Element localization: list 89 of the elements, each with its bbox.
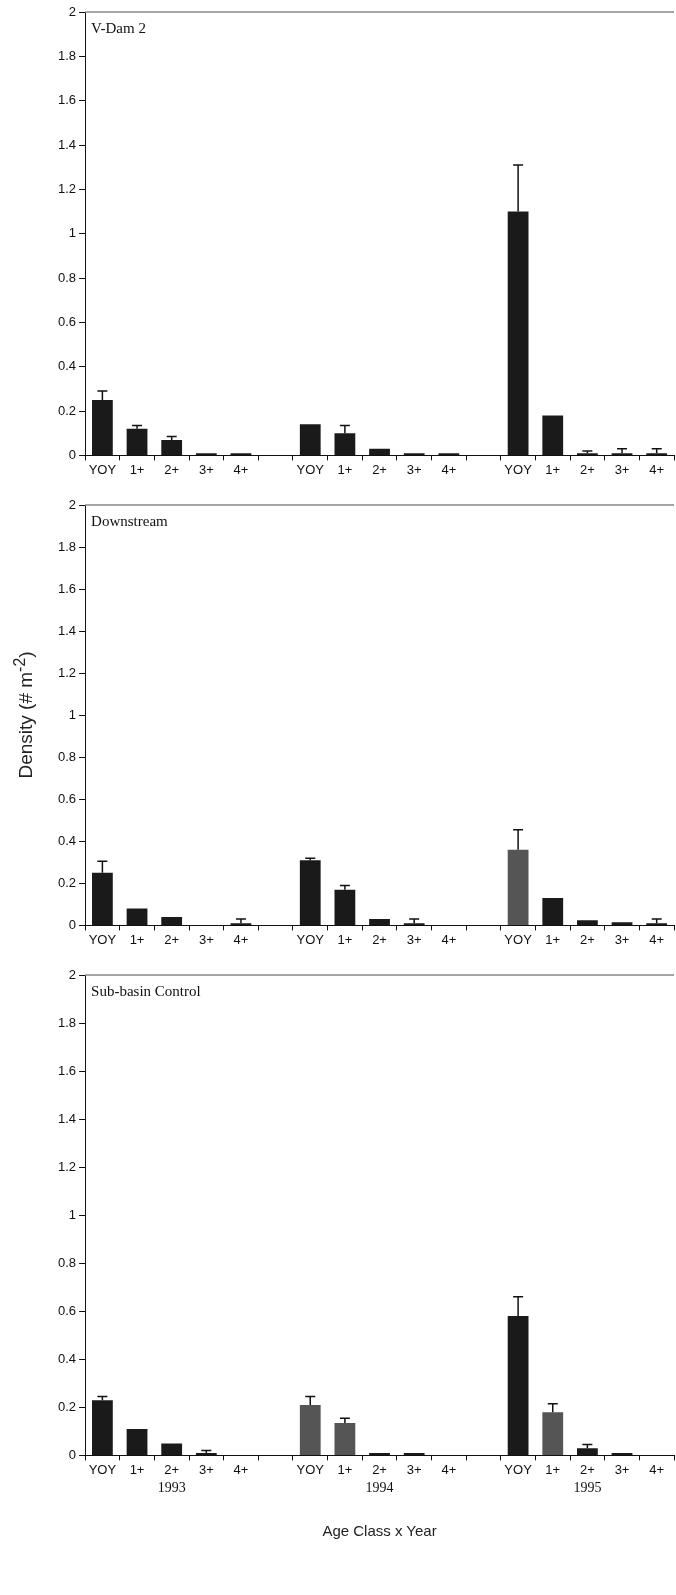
x-tick-label: 2+	[579, 1461, 595, 1477]
x-tick-label: 4+	[233, 461, 249, 477]
y-tick-label: 0.2	[57, 1398, 77, 1414]
x-tick-label: YOY	[296, 461, 325, 477]
x-tick-label: 1+	[129, 1461, 145, 1477]
x-tick-label: 2+	[164, 931, 180, 947]
y-tick-label: 0.8	[57, 269, 77, 285]
x-tick-label: 4+	[233, 1461, 249, 1477]
y-tick-label: 1.2	[57, 180, 77, 196]
x-tick-label: 4+	[649, 931, 665, 947]
x-tick-label: 1+	[129, 931, 145, 947]
y-tick-label: 1	[68, 1206, 77, 1222]
y-tick-label: 0.4	[57, 358, 77, 374]
x-tick-label: 4+	[649, 1461, 665, 1477]
y-tick-label: 1.6	[57, 580, 77, 596]
x-tick-label: 1+	[337, 931, 353, 947]
x-tick-label: 3+	[406, 1461, 422, 1477]
y-tick-label: 0.4	[57, 832, 77, 848]
x-tick-label: 4+	[649, 461, 665, 477]
x-tick-label: YOY	[296, 1461, 325, 1477]
x-tick-label: 1+	[545, 461, 561, 477]
y-tick-label: 0.2	[57, 874, 77, 890]
x-tick-label: YOY	[296, 931, 325, 947]
text: 1994	[365, 1480, 394, 1496]
x-tick-label: 1+	[545, 931, 561, 947]
text: 1993	[157, 1480, 186, 1496]
y-tick-label: 1.8	[57, 1014, 77, 1030]
x-tick-label: 2+	[164, 1461, 180, 1477]
x-tick-label: 4+	[441, 1461, 457, 1477]
y-tick-label: 1.8	[57, 538, 77, 554]
x-tick-label: 2+	[372, 461, 387, 477]
x-tick-label: 4+	[441, 931, 457, 947]
x-tick-label: YOY	[88, 1461, 117, 1477]
x-tick-label: 3+	[614, 461, 630, 477]
bar	[334, 1422, 356, 1455]
y-tick-label: 0.6	[57, 790, 77, 806]
y-tick-label: 2	[68, 3, 77, 19]
x-tick-label: 2+	[579, 931, 595, 947]
y-tick-label: 0.8	[57, 1254, 77, 1270]
x-tick-label: 1+	[129, 461, 145, 477]
x-tick-label: YOY	[504, 931, 533, 947]
bar	[542, 1412, 564, 1455]
x-tick-label: 3+	[406, 461, 422, 477]
x-tick-label: 1+	[337, 1461, 353, 1477]
x-tick-label: 3+	[614, 1461, 630, 1477]
y-tick-label: 0.6	[57, 1302, 77, 1318]
x-axis-title: Age Class x Year	[322, 1522, 437, 1539]
y-tick-label: 0	[68, 916, 77, 932]
x-tick-label: YOY	[504, 1461, 533, 1477]
y-tick-label: 1.6	[57, 1062, 77, 1078]
bar	[507, 849, 529, 925]
y-tick-label: 1.4	[57, 622, 77, 638]
x-tick-label: YOY	[88, 931, 117, 947]
text: V-Dam 2	[91, 20, 146, 37]
x-tick-label: 4+	[441, 461, 457, 477]
y-tick-label: 0	[68, 1446, 77, 1462]
y-tick-label: 1.4	[57, 1110, 77, 1126]
y-tick-label: 0.2	[57, 402, 77, 418]
x-tick-label: 3+	[614, 931, 630, 947]
y-tick-label: 1.8	[57, 47, 77, 63]
y-tick-label: 1.2	[57, 1158, 77, 1174]
text: Downstream	[91, 513, 169, 530]
x-tick-label: 3+	[198, 931, 214, 947]
x-tick-label: 2+	[164, 461, 180, 477]
x-tick-label: 2+	[372, 931, 387, 947]
text: 1995	[573, 1480, 602, 1496]
x-tick-label: 2+	[579, 461, 595, 477]
x-tick-label: 4+	[233, 931, 249, 947]
bar	[299, 1404, 321, 1455]
text: Sub-basin Control	[91, 983, 201, 1000]
y-tick-label: 1.6	[57, 92, 77, 108]
x-tick-label: 3+	[198, 1461, 214, 1477]
y-tick-label: 0.4	[57, 1350, 77, 1366]
x-tick-label: YOY	[504, 461, 533, 477]
x-tick-label: YOY	[88, 461, 117, 477]
x-tick-label: 1+	[545, 1461, 561, 1477]
y-tick-label: 1	[68, 225, 77, 241]
y-tick-label: 2	[68, 496, 77, 512]
x-tick-label: 2+	[372, 1461, 387, 1477]
y-tick-label: 0	[68, 446, 77, 462]
y-tick-label: 1	[68, 706, 77, 722]
y-tick-label: 2	[68, 966, 77, 982]
y-tick-label: 0.6	[57, 313, 77, 329]
x-tick-label: 3+	[198, 461, 214, 477]
x-tick-label: 3+	[406, 931, 422, 947]
y-tick-label: 0.8	[57, 748, 77, 764]
x-tick-label: 1+	[337, 461, 353, 477]
y-tick-label: 1.2	[57, 664, 77, 680]
y-tick-label: 1.4	[57, 136, 77, 152]
